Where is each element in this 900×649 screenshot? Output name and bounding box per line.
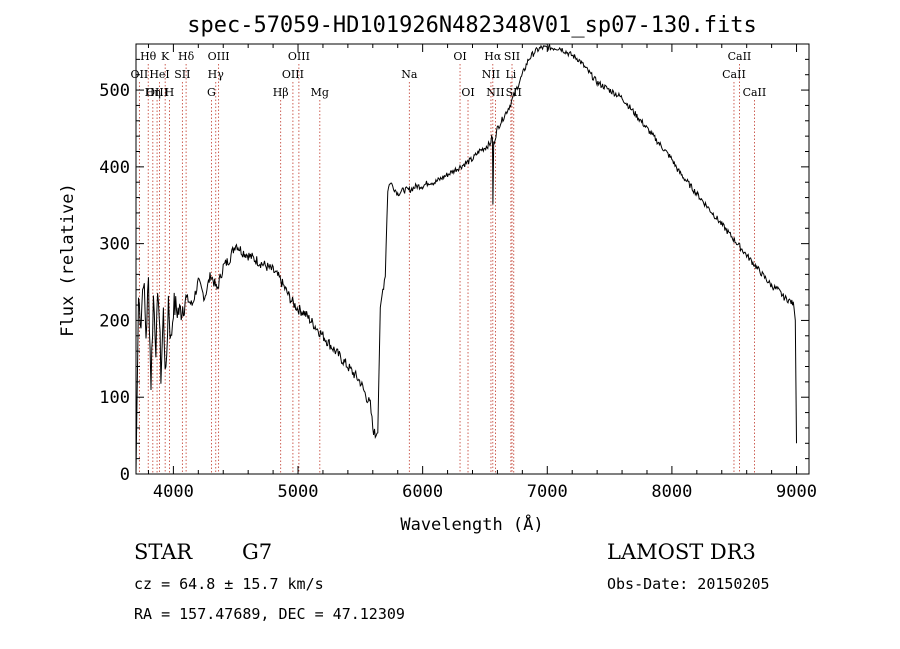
spectral-line-label: K [161,50,170,63]
spectral-line-label: G [207,86,216,99]
spectral-line-label: Hδ [178,50,195,63]
x-tick-label: 4000 [153,482,194,502]
y-tick-label: 0 [120,465,130,485]
spectral-line-label: OI [461,86,474,99]
spectral-line-label: CaII [743,86,767,99]
spectral-line-label: OIII [282,68,304,81]
spectral-line-label: CaII [728,50,752,63]
y-tick-label: 100 [99,388,130,408]
spectral-line-label: HeI [149,68,169,81]
axis-ticks: 4000 5000 6000 7000 8000 9000 0 100 200 300 400 500 [99,43,817,502]
spectral-line-label: NII [482,68,500,81]
x-tick-label: 9000 [776,482,817,502]
series-layer [135,43,797,475]
spectral-line-label: SII [504,50,520,63]
survey-name: LAMOST DR3 [607,540,756,564]
spectral-line-label: Hα [484,50,502,63]
spectral-line-label: OI [453,50,466,63]
spectral-line-label: OIII [146,86,168,99]
object-type: STAR [134,540,193,564]
spectrum-line [135,43,797,475]
spectral-line-label: Hθ [140,50,157,63]
spectral-line-label: Hβ [273,86,289,99]
plot-frame [135,43,810,475]
spectral-line-label: H [165,86,175,99]
spectral-line-label: OIII [208,50,230,63]
spectral-line-label: Li [505,68,516,81]
y-tick-label: 400 [99,158,130,178]
spectral-line-label: Hγ [208,68,225,81]
spectral-line-label: SII [174,68,190,81]
spectral-line-label: Mg [311,86,329,99]
x-tick-label: 7000 [527,482,568,502]
spectral-line-label: OIII [288,50,310,63]
spectral-line-label: Hη [145,86,161,99]
y-tick-label: 500 [99,81,130,101]
redshift-text: cz = 64.8 ± 15.7 km/s [134,575,324,593]
y-tick-label: 200 [99,311,130,331]
x-tick-label: 8000 [651,482,692,502]
spectral-line-label: NII [486,86,504,99]
obs-date-text: Obs-Date: 20150205 [607,575,770,593]
y-tick-label: 300 [99,235,130,255]
object-subclass: G7 [242,540,272,564]
x-tick-label: 5000 [278,482,319,502]
x-axis-label: Wavelength (Å) [400,513,543,535]
x-tick-label: 6000 [402,482,443,502]
spectral-line-label: Na [401,68,418,81]
chart-title: spec-57059-HD101926N482348V01_sp07-130.f… [187,13,757,38]
coords-text: RA = 157.47689, DEC = 47.12309 [134,605,405,623]
spectral-line-label: CaII [722,68,746,81]
y-axis-label: Flux (relative) [58,183,78,337]
